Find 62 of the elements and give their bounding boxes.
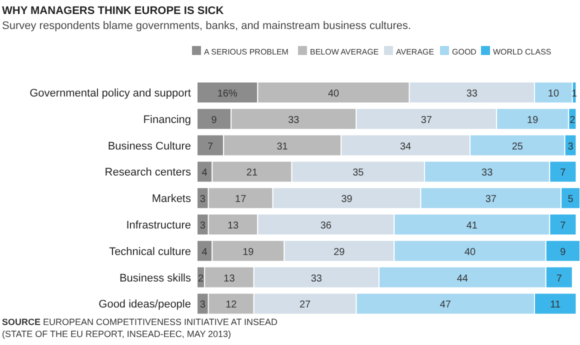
data-label: 44	[456, 273, 468, 284]
data-label: 37	[485, 194, 497, 206]
data-label: 2	[198, 273, 204, 284]
data-label: 3	[200, 194, 206, 206]
data-label: 7	[560, 168, 566, 179]
data-label: 3	[200, 220, 206, 232]
data-label: 7	[207, 141, 214, 152]
data-label: 5	[568, 194, 574, 206]
data-label: 10	[548, 88, 560, 100]
data-label: 31	[276, 141, 288, 152]
data-label: 34	[400, 141, 412, 152]
y-tick-label: Infrastructure	[126, 220, 191, 232]
annotation: SOURCE EUROPEAN COMPETITIVENESS INITIATIVE AT INSEAD	[2, 317, 278, 327]
y-tick-label: Markets	[152, 193, 192, 206]
data-label: 36	[320, 220, 332, 232]
data-label: 39	[341, 194, 353, 206]
data-label: 9	[211, 114, 218, 126]
data-label: 25	[512, 141, 524, 152]
data-label: 4	[202, 168, 208, 179]
data-label: 35	[352, 168, 364, 179]
legend-label: GOOD	[452, 48, 477, 56]
data-label: 41	[466, 220, 478, 232]
legend-label: AVERAGE	[396, 48, 434, 56]
data-label: 9	[560, 246, 566, 258]
y-tick-label: Business Culture	[108, 140, 191, 152]
y-tick-label: Financing	[143, 114, 191, 126]
data-label: 40	[328, 88, 340, 100]
y-tick-label: Good ideas/people	[98, 298, 191, 311]
data-label: 2	[570, 114, 576, 126]
data-label: 4	[202, 246, 208, 258]
data-label: 7	[556, 273, 562, 284]
chart-title: WHY MANAGERS THINK EUROPE IS SICK	[2, 5, 224, 17]
data-label: 11	[550, 300, 561, 311]
y-tick-label: Business skills	[119, 272, 192, 284]
legend-label: WORLD CLASS	[493, 48, 552, 56]
data-label: 33	[288, 114, 300, 126]
legend-label: BELOW AVERAGE	[310, 48, 379, 56]
legend-label: A SERIOUS PROBLEM	[204, 48, 289, 56]
data-label: 27	[300, 300, 312, 311]
data-label: 13	[224, 273, 236, 284]
chart-subtitle: Survey respondents blame governments, banks, and mainstream business cultures.	[2, 20, 412, 32]
data-label: 33	[310, 273, 322, 284]
data-label: 29	[334, 246, 346, 258]
data-label: 17	[235, 194, 247, 206]
y-tick-label: Research centers	[104, 166, 192, 179]
text: (STATE OF THE EU REPORT, INSEAD-EEC, MAY 2013)	[2, 329, 232, 339]
data-label: 33	[482, 168, 494, 179]
data-label: 3	[200, 300, 206, 311]
data-label: 33	[466, 88, 478, 100]
y-tick-label: Governmental policy and support	[30, 88, 191, 100]
data-label: 40	[464, 246, 476, 258]
data-label: 37	[420, 114, 432, 126]
data-label: 16%	[217, 88, 238, 100]
data-label: 13	[227, 220, 240, 232]
data-label: 7	[560, 220, 566, 232]
data-label: 19	[527, 114, 539, 126]
data-label: 19	[242, 246, 254, 258]
y-tick-label: Technical culture	[109, 246, 191, 258]
data-label: 12	[226, 300, 238, 311]
data-label: 47	[440, 300, 452, 311]
data-label: 3	[568, 141, 574, 152]
data-label: 21	[246, 168, 258, 179]
